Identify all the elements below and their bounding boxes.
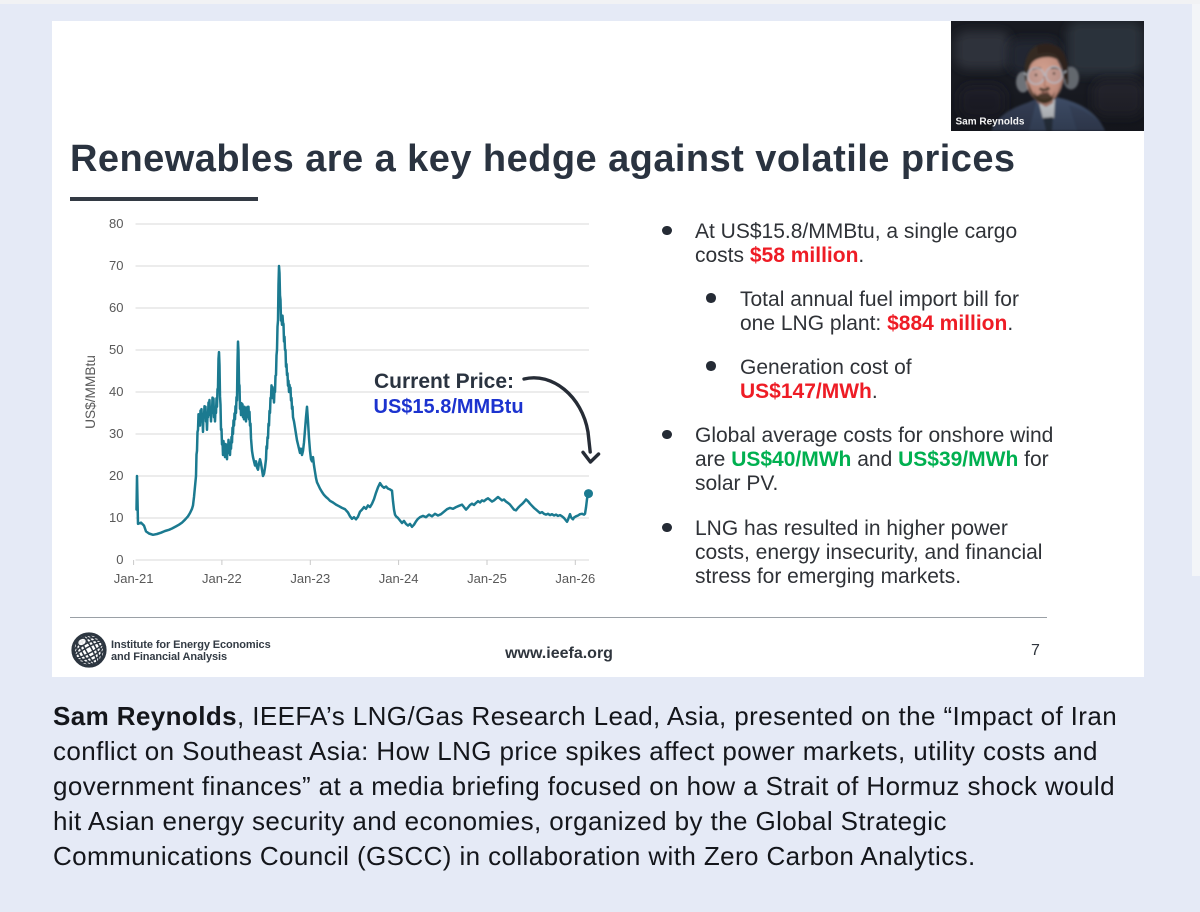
svg-text:40: 40 <box>109 384 123 399</box>
svg-text:30: 30 <box>109 426 123 441</box>
svg-text:70: 70 <box>109 258 123 273</box>
svg-text:60: 60 <box>109 300 123 315</box>
svg-text:10: 10 <box>109 510 123 525</box>
svg-text:Jan-21: Jan-21 <box>114 571 154 586</box>
svg-text:Jan-26: Jan-26 <box>555 571 595 586</box>
svg-text:Jan-22: Jan-22 <box>202 571 242 586</box>
svg-text:20: 20 <box>109 468 123 483</box>
svg-text:Jan-24: Jan-24 <box>379 571 419 586</box>
svg-text:US$/MMBtu: US$/MMBtu <box>83 355 98 429</box>
svg-text:Jan-23: Jan-23 <box>290 571 330 586</box>
svg-text:80: 80 <box>109 216 123 231</box>
svg-text:50: 50 <box>109 342 123 357</box>
svg-text:Sam Reynolds: Sam Reynolds <box>956 117 1025 128</box>
svg-text:0: 0 <box>116 552 123 567</box>
svg-text:Jan-25: Jan-25 <box>467 571 507 586</box>
